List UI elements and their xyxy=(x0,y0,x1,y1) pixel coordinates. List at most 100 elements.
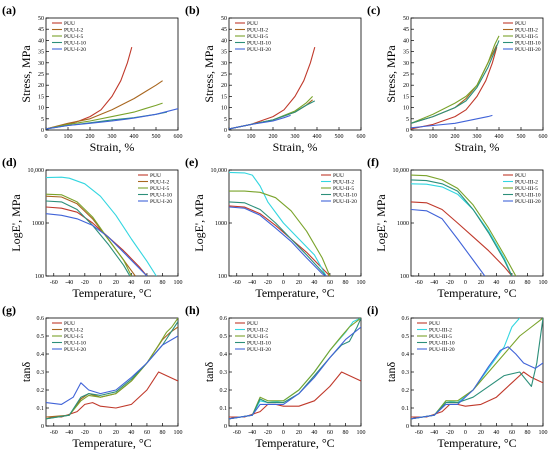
x-tick-label: 500 xyxy=(335,134,344,140)
legend-entry: PUU-III-2 xyxy=(515,180,538,186)
series-group xyxy=(46,318,178,420)
panel-a: (a) 0 100 200 300 400 500 600 0 5 10 15 20 25 30 35 40 45… xyxy=(2,3,183,154)
legend-entry: PUU-I-20 xyxy=(64,347,86,353)
x-tick-label: 600 xyxy=(539,134,548,140)
y-tick-label: 100 xyxy=(35,274,44,280)
legend-entry: PUU-III-20 xyxy=(429,347,455,353)
legend-entry: PUU-I-5 xyxy=(64,34,83,40)
x-tick-label: -40 xyxy=(248,430,256,436)
series-line xyxy=(411,201,513,276)
y-tick-label: 0 xyxy=(224,128,227,134)
y-tick-label: 15 xyxy=(403,94,409,100)
x-tick-label: 300 xyxy=(108,134,117,140)
panel-label: (f) xyxy=(367,155,379,169)
legend-entry: PUU-III-2 xyxy=(429,328,452,334)
x-tick-label: 500 xyxy=(152,134,161,140)
x-tick-label: 60 xyxy=(509,430,515,436)
series-line xyxy=(229,190,331,276)
x-tick-label: 300 xyxy=(291,134,300,140)
x-tick-label: -60 xyxy=(233,280,241,286)
legend-entry: PUU-III-10 xyxy=(429,341,455,347)
x-tick-label: 60 xyxy=(327,430,333,436)
series-line xyxy=(229,96,313,130)
x-tick-label: 20 xyxy=(296,430,302,436)
y-tick-label: 0.5 xyxy=(37,334,45,340)
y-tick-label: 0.6 xyxy=(220,316,228,322)
series-line xyxy=(46,193,132,276)
x-tick-label: 20 xyxy=(113,430,119,436)
y-tick-label: 50 xyxy=(403,16,409,22)
y-axis-title: tanδ xyxy=(202,362,216,383)
y-tick-label: 100 xyxy=(400,274,409,280)
x-tick-label: 60 xyxy=(509,280,515,286)
series-line xyxy=(46,213,148,276)
series-line xyxy=(229,206,327,276)
panel-i: (i) -60 -40 -20 0 20 40 60 80 100 0 0.1 0.2 0.3 0.4 0.5… xyxy=(367,303,548,450)
x-tick-label: -60 xyxy=(233,430,241,436)
y-tick-label: 15 xyxy=(221,94,227,100)
x-axis-title: Temperature, °C xyxy=(72,286,151,300)
y-tick-label: 0.6 xyxy=(402,316,410,322)
series-line xyxy=(411,371,543,418)
panel-e: (e) -60 -40 -20 0 20 40 60 80 100 100 1000 10,000 Tem… xyxy=(185,155,366,300)
legend-entry: PUU-II-10 xyxy=(247,41,271,47)
series-group xyxy=(229,46,316,130)
y-tick-label: 30 xyxy=(221,61,227,67)
series-line xyxy=(229,100,316,130)
x-tick-label: 80 xyxy=(342,430,348,436)
x-tick-label: 60 xyxy=(327,280,333,286)
series-line xyxy=(411,179,513,276)
x-tick-label: -40 xyxy=(430,430,438,436)
x-tick-label: 200 xyxy=(451,134,460,140)
panel-label: (h) xyxy=(185,303,200,317)
series-line xyxy=(229,326,361,420)
y-tick-label: 0.6 xyxy=(37,316,45,322)
y-tick-label: 50 xyxy=(221,16,227,22)
series-line xyxy=(46,176,157,276)
legend-entry: PUU-I-10 xyxy=(150,193,172,199)
x-tick-label: 20 xyxy=(478,280,484,286)
x-tick-label: 20 xyxy=(296,280,302,286)
x-tick-label: -60 xyxy=(415,430,423,436)
legend-entry: PUU-III-20 xyxy=(515,47,541,53)
x-tick-label: 100 xyxy=(357,280,366,286)
x-tick-label: 40 xyxy=(311,430,317,436)
x-tick-label: 0 xyxy=(99,280,102,286)
y-tick-label: 20 xyxy=(38,83,44,89)
x-tick-label: 0 xyxy=(282,430,285,436)
x-tick-label: -20 xyxy=(264,430,272,436)
legend-entry: PUU xyxy=(429,321,440,327)
y-tick-label: 5 xyxy=(406,117,409,123)
x-tick-label: 400 xyxy=(130,134,139,140)
y-tick-label: 40 xyxy=(38,38,44,44)
legend-entry: PUU xyxy=(515,21,526,27)
y-tick-label: 0.2 xyxy=(37,388,45,394)
y-tick-label: 1000 xyxy=(215,221,227,227)
x-tick-label: 40 xyxy=(128,280,134,286)
y-tick-label: 0 xyxy=(224,424,227,430)
series-line xyxy=(229,205,331,276)
legend-entry: PUU-II-2 xyxy=(333,180,354,186)
y-tick-label: 5 xyxy=(224,117,227,123)
x-axis-title: Strain, % xyxy=(455,140,500,154)
x-tick-label: 100 xyxy=(247,134,256,140)
y-tick-label: 0.3 xyxy=(402,370,410,376)
y-axis-title: tanδ xyxy=(19,362,33,383)
legend-entry: PUU-I-20 xyxy=(150,199,172,205)
y-tick-label: 45 xyxy=(38,27,44,33)
panel-h: (h) -60 -40 -20 0 20 40 60 80 100 0 0.1 0.2 0.3 0.4 0.5… xyxy=(185,303,366,450)
y-tick-label: 1000 xyxy=(397,221,409,227)
x-tick-label: 40 xyxy=(493,280,499,286)
x-tick-label: 0 xyxy=(464,430,467,436)
series-line xyxy=(46,206,148,276)
y-tick-label: 25 xyxy=(221,72,227,78)
legend-entry: PUU xyxy=(515,173,526,179)
y-tick-label: 10 xyxy=(38,106,44,112)
legend-entry: PUU-II-5 xyxy=(247,34,268,40)
x-tick-label: -40 xyxy=(65,280,73,286)
legend-entry: PUU-II-20 xyxy=(247,347,271,353)
legend-entry: PUU xyxy=(247,21,258,27)
y-tick-label: 10,000 xyxy=(393,168,410,174)
legend-entry: PUU-I-2 xyxy=(64,328,83,334)
x-tick-label: 60 xyxy=(144,280,150,286)
